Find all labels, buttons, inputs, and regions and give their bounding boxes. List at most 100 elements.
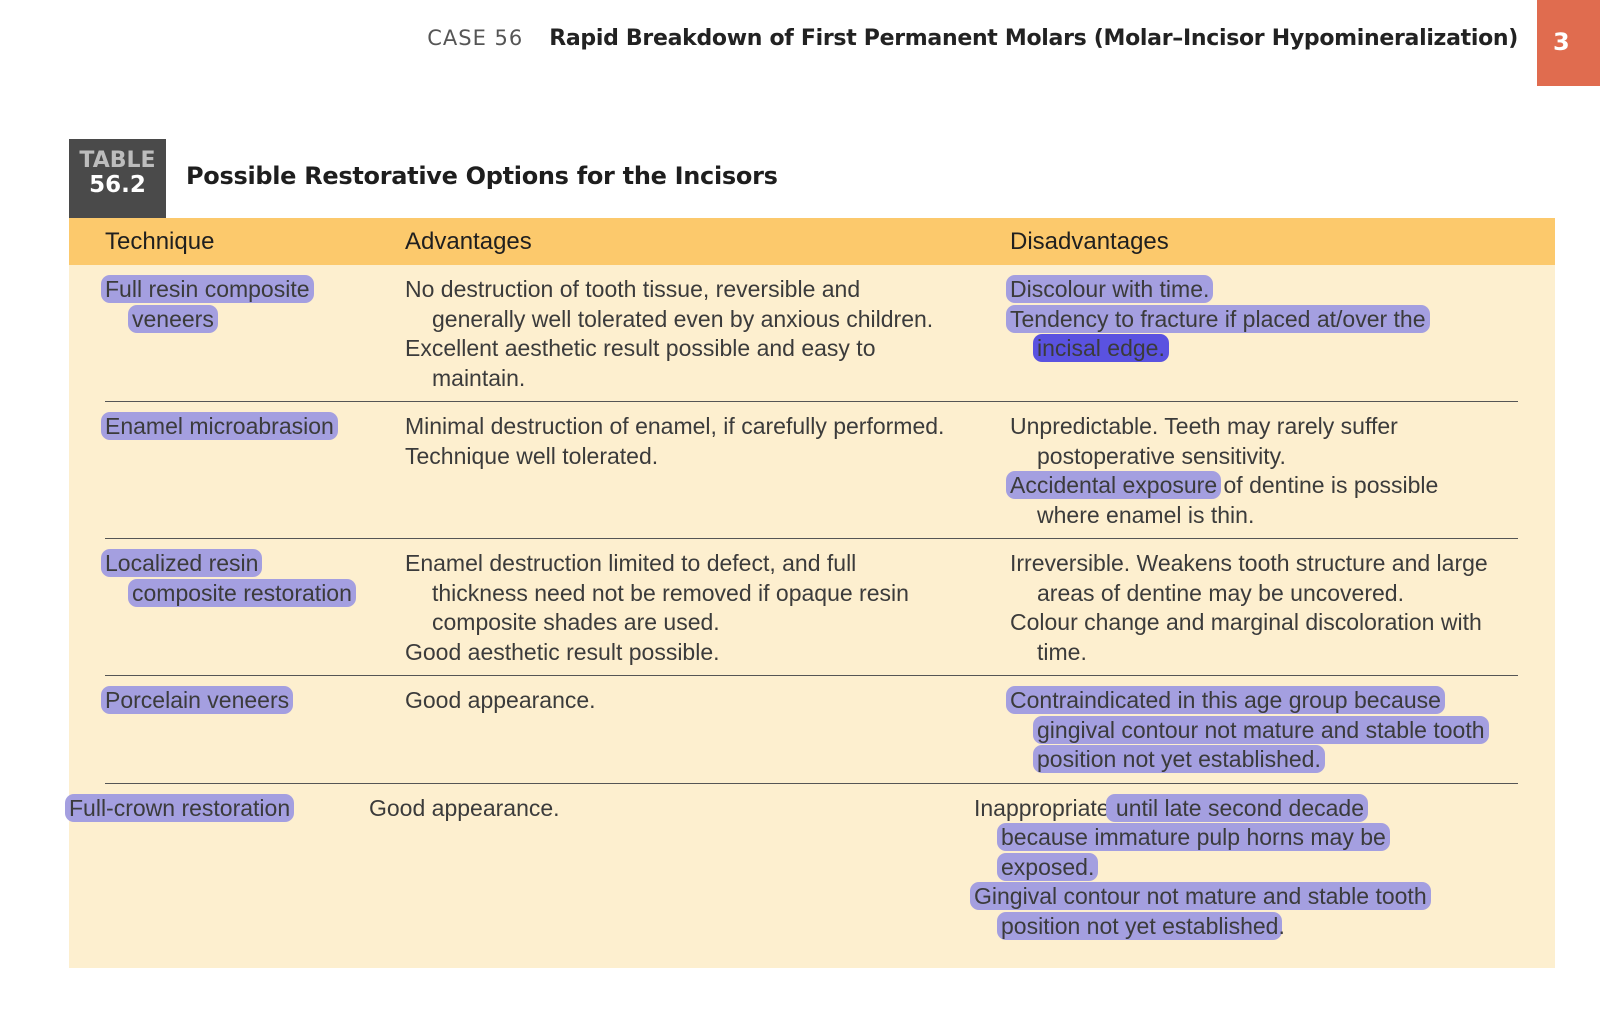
- highlighted-text: Localized resin: [101, 549, 263, 577]
- disadvantages-cell: Inappropriate until late second decade be…: [970, 793, 1431, 942]
- table-row: Full resin composite veneers No destructio…: [101, 265, 1518, 402]
- text-line: Localized resin: [101, 549, 352, 579]
- advantages-cell: Minimal destruction of enamel, if carefu…: [405, 412, 944, 471]
- disadvantages-cell: Contraindicated in this age group becaus…: [1006, 686, 1489, 775]
- highlighted-text: Full-crown restoration: [65, 793, 295, 822]
- text-segment: areas of dentine may be uncovered.: [1037, 579, 1404, 606]
- text-segment: thickness need not be removed if opaque …: [432, 579, 909, 606]
- text-line: Good appearance.: [369, 794, 560, 824]
- text-line: incisal edge.: [1010, 334, 1426, 364]
- text-segment: Enamel destruction limited to defect, an…: [405, 550, 857, 576]
- text-segment: Unpredictable. Teeth may rarely suffer: [1010, 413, 1398, 439]
- highlighted-text: Enamel microabrasion: [101, 412, 338, 440]
- technique-cell: Localized resin composite restoration: [101, 549, 356, 609]
- text-segment: Irreversible. Weakens tooth structure an…: [1010, 550, 1488, 576]
- table-row: Porcelain veneers Good appearance. Contrai…: [101, 676, 1518, 784]
- text-line: Full-crown restoration: [65, 793, 295, 824]
- advantages-cell: Good appearance.: [405, 686, 596, 716]
- text-line: exposed.: [974, 852, 1427, 883]
- highlighted-text: Gingival contour not mature and stable t…: [970, 882, 1431, 910]
- text-line: where enamel is thin.: [1010, 501, 1438, 531]
- text-line: Unpredictable. Teeth may rarely suffer: [1010, 412, 1438, 442]
- text-line: Colour change and marginal discoloration…: [1010, 608, 1488, 638]
- chapter-title: Rapid Breakdown of First Permanent Molar…: [549, 26, 1518, 51]
- technique-cell: Enamel microabrasion: [101, 412, 338, 442]
- highlighted-text: Tendency to fracture if placed at/over t…: [1006, 304, 1430, 333]
- advantages-cell: Good appearance.: [369, 794, 560, 824]
- text-segment: generally well tolerated even by anxious…: [432, 305, 934, 332]
- text-line: maintain.: [405, 364, 933, 394]
- text-line: Enamel microabrasion: [101, 412, 338, 442]
- advantages-cell: Enamel destruction limited to defect, an…: [405, 549, 909, 667]
- text-segment: Colour change and marginal discoloration…: [1010, 609, 1482, 635]
- restorative-options-table: Technique Advantages Disadvantages Full …: [65, 218, 1555, 968]
- highlighted-text: composite restoration: [128, 578, 356, 607]
- text-line: Gingival contour not mature and stable t…: [970, 882, 1431, 912]
- text-segment: Inappropriate: [974, 794, 1110, 821]
- text-line: Excellent aesthetic result possible and …: [405, 334, 933, 364]
- text-line: gingival contour not mature and stable t…: [1010, 715, 1489, 746]
- running-header: CASE 56 Rapid Breakdown of First Permanen…: [427, 26, 1518, 51]
- text-line: Full resin composite: [101, 275, 314, 305]
- text-line: Technique well tolerated.: [405, 442, 944, 472]
- table-number: 56.2: [89, 172, 146, 199]
- text-segment: where enamel is thin.: [1037, 501, 1255, 528]
- text-line: Porcelain veneers: [101, 686, 294, 716]
- highlighted-text: incisal edge.: [1033, 334, 1169, 362]
- column-header-disadvantages: Disadvantages: [1010, 228, 1169, 255]
- text-segment: Good appearance.: [405, 687, 596, 713]
- column-header-technique: Technique: [105, 228, 215, 255]
- text-line: Minimal destruction of enamel, if carefu…: [405, 412, 944, 442]
- text-segment: Good appearance.: [369, 794, 560, 821]
- text-line: Good appearance.: [405, 686, 596, 716]
- table-badge-label: TABLE: [79, 148, 156, 173]
- column-header-advantages: Advantages: [405, 228, 532, 255]
- highlighted-text: Porcelain veneers: [101, 686, 294, 714]
- text-line: Contraindicated in this age group becaus…: [1006, 686, 1485, 716]
- text-line: generally well tolerated even by anxious…: [405, 305, 933, 335]
- page-number-tab: 3: [1537, 0, 1600, 86]
- text-line: Discolour with time.: [1006, 275, 1426, 305]
- text-segment: Excellent aesthetic result possible and …: [405, 335, 876, 361]
- text-segment: maintain.: [432, 364, 526, 391]
- table-body: Full resin composite veneers No destructio…: [65, 265, 1555, 950]
- text-segment: of dentine is possible: [1217, 472, 1439, 498]
- highlighted-text: exposed.: [997, 852, 1099, 881]
- text-line: position not yet established.: [1010, 745, 1485, 775]
- disadvantages-cell: Irreversible. Weakens tooth structure an…: [1010, 549, 1488, 667]
- technique-cell: Porcelain veneers: [101, 686, 294, 716]
- highlighted-text: Full resin composite: [101, 275, 314, 303]
- table-title: Possible Restorative Options for the Inc…: [186, 162, 778, 190]
- disadvantages-cell: Unpredictable. Teeth may rarely suffer po…: [1006, 412, 1439, 531]
- text-line: Good aesthetic result possible.: [405, 638, 909, 668]
- text-segment: Minimal destruction of enamel, if carefu…: [405, 413, 945, 439]
- text-line: Inappropriate until late second decade: [974, 793, 1427, 824]
- table-row: Full-crown restoration Good appearance. In…: [65, 784, 1555, 950]
- table-header-row: Technique Advantages Disadvantages: [69, 218, 1555, 265]
- text-line: thickness need not be removed if opaque …: [405, 579, 909, 609]
- text-segment: Good aesthetic result possible.: [405, 638, 720, 665]
- highlighted-text: until late second decade: [1105, 793, 1369, 822]
- technique-cell: Full resin composite veneers: [101, 275, 314, 334]
- highlighted-text: veneers: [128, 304, 218, 333]
- disadvantages-cell: Discolour with time. Tendency to fracture…: [1006, 275, 1430, 364]
- text-segment: Technique well tolerated.: [405, 442, 659, 469]
- text-line: Enamel destruction limited to defect, an…: [405, 549, 909, 579]
- text-line: No destruction of tooth tissue, reversib…: [405, 275, 933, 305]
- highlighted-text: position not yet established: [997, 911, 1283, 940]
- text-line: composite restoration: [105, 578, 356, 609]
- text-line: areas of dentine may be uncovered.: [1010, 579, 1488, 609]
- highlighted-text: Accidental exposure: [1006, 471, 1222, 499]
- text-line: position not yet established.: [974, 911, 1427, 942]
- text-segment: postoperative sensitivity.: [1037, 442, 1286, 469]
- highlighted-text: gingival contour not mature and stable t…: [1033, 715, 1489, 744]
- case-label: CASE 56: [427, 26, 524, 50]
- text-segment: time.: [1037, 638, 1087, 665]
- text-line: postoperative sensitivity.: [1010, 442, 1438, 472]
- text-line: composite shades are used.: [405, 608, 909, 638]
- highlighted-text: Discolour with time.: [1006, 275, 1214, 303]
- table-row: Enamel microabrasion Minimal destruction …: [101, 402, 1518, 539]
- text-line: Accidental exposure of dentine is possib…: [1006, 471, 1439, 501]
- text-line: because immature pulp horns may be: [974, 823, 1427, 853]
- highlighted-text: position not yet established.: [1033, 745, 1325, 773]
